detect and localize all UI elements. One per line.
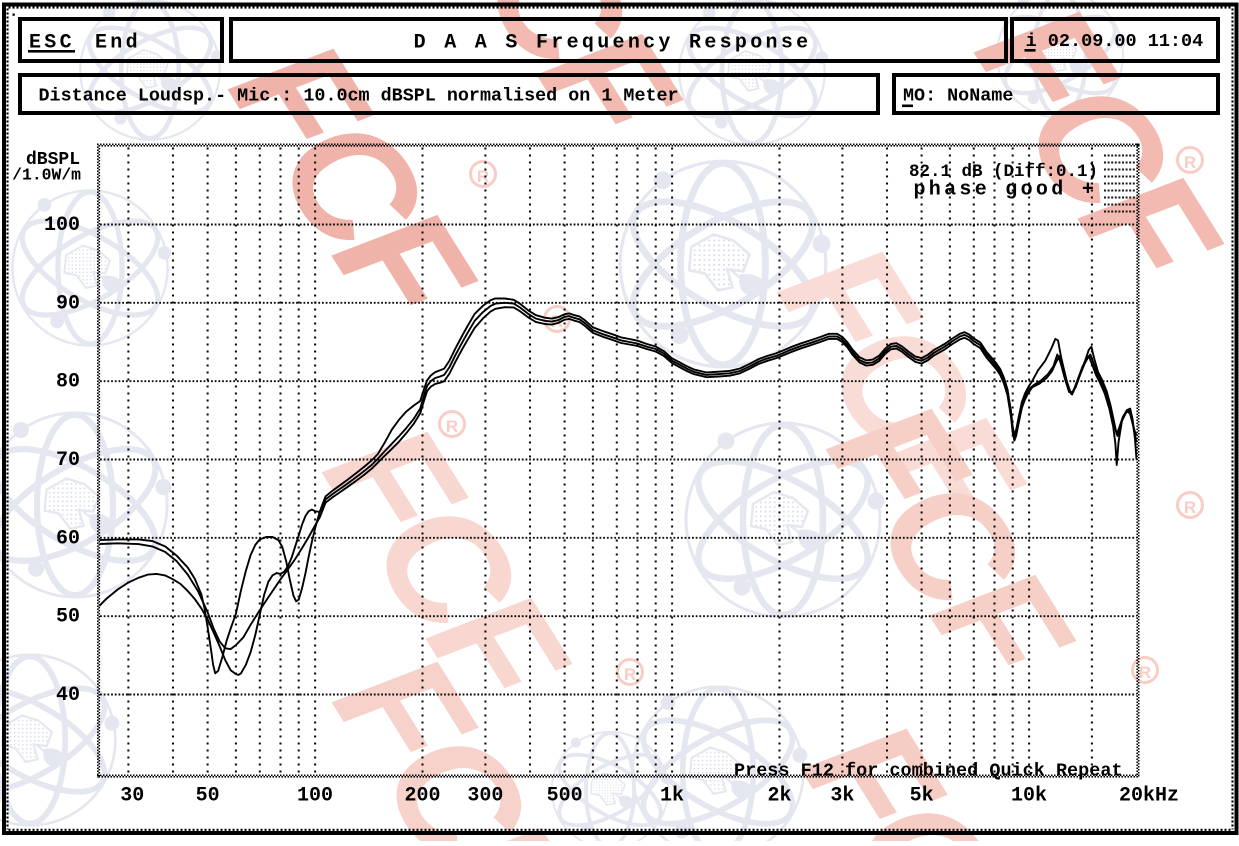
svg-text:1k: 1k bbox=[660, 785, 684, 808]
svg-text:100: 100 bbox=[44, 214, 80, 237]
svg-text:5k: 5k bbox=[910, 785, 934, 808]
svg-text:40: 40 bbox=[56, 684, 80, 707]
svg-text:/1.0W/m: /1.0W/m bbox=[12, 166, 81, 185]
svg-text:200: 200 bbox=[405, 785, 441, 808]
svg-text:phase good +: phase good + bbox=[914, 179, 1098, 202]
svg-text:300: 300 bbox=[467, 785, 503, 808]
svg-text:i 02.09.00 11:04: i 02.09.00 11:04 bbox=[1026, 31, 1204, 52]
svg-text:500: 500 bbox=[547, 785, 583, 808]
svg-text:2k: 2k bbox=[768, 785, 792, 808]
svg-text:Distance Loudsp.- Mic.: 10.0cm: Distance Loudsp.- Mic.: 10.0cm dBSPL nor… bbox=[39, 86, 679, 107]
svg-text:30: 30 bbox=[120, 785, 144, 808]
svg-text:60: 60 bbox=[56, 527, 80, 550]
svg-text:80: 80 bbox=[56, 371, 80, 394]
svg-text:3k: 3k bbox=[830, 785, 854, 808]
svg-text:90: 90 bbox=[56, 292, 80, 315]
svg-text:50: 50 bbox=[196, 785, 220, 808]
svg-text:20kHz: 20kHz bbox=[1119, 785, 1179, 808]
svg-text:100: 100 bbox=[297, 785, 333, 808]
svg-text:D A A S Frequency Response: D A A S Frequency Response bbox=[414, 32, 812, 55]
svg-text:End: End bbox=[95, 32, 141, 55]
svg-text:Press F12 for combined Quick R: Press F12 for combined Quick Repeat bbox=[734, 761, 1123, 782]
svg-text:ESC: ESC bbox=[29, 32, 75, 55]
svg-text:MO: NoName: MO: NoName bbox=[903, 86, 1013, 107]
svg-text:10k: 10k bbox=[1011, 785, 1047, 808]
svg-text:dBSPL: dBSPL bbox=[26, 150, 80, 170]
svg-text:50: 50 bbox=[56, 606, 80, 629]
svg-text:82.1 dB (Diff:0.1): 82.1 dB (Diff:0.1) bbox=[909, 162, 1098, 182]
svg-text:70: 70 bbox=[56, 449, 80, 472]
